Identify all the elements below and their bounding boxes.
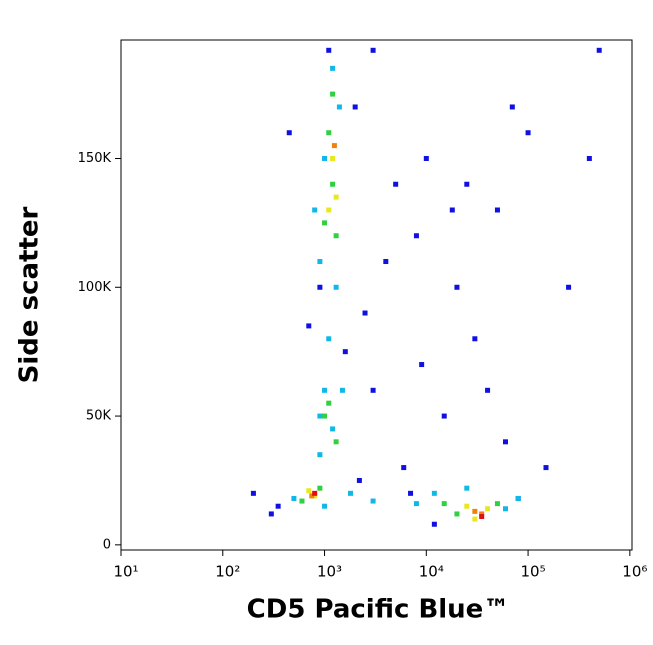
point bbox=[479, 511, 485, 517]
point bbox=[472, 336, 478, 342]
point bbox=[250, 490, 256, 496]
point bbox=[413, 233, 419, 239]
point bbox=[336, 104, 342, 110]
point bbox=[286, 130, 292, 136]
point bbox=[464, 181, 470, 187]
point bbox=[413, 501, 419, 507]
point bbox=[383, 259, 389, 265]
point bbox=[485, 506, 491, 512]
point bbox=[312, 493, 318, 499]
x-tick-label: 10³ bbox=[317, 563, 342, 581]
point bbox=[370, 387, 376, 393]
point bbox=[275, 503, 281, 509]
point bbox=[299, 498, 305, 504]
point bbox=[431, 490, 437, 496]
point bbox=[330, 426, 336, 432]
y-tick-label: 0 bbox=[103, 537, 111, 552]
x-tick-label: 10⁴ bbox=[419, 563, 444, 581]
point bbox=[485, 387, 491, 393]
point bbox=[330, 65, 336, 71]
point bbox=[322, 220, 328, 226]
x-axis-label: CD5 Pacific Blue™ bbox=[247, 595, 510, 625]
point bbox=[596, 47, 602, 53]
point bbox=[306, 488, 312, 494]
point bbox=[326, 47, 332, 53]
point bbox=[419, 362, 425, 368]
point bbox=[408, 490, 414, 496]
point bbox=[317, 259, 323, 265]
point bbox=[586, 155, 592, 161]
point bbox=[312, 207, 318, 213]
point bbox=[370, 47, 376, 53]
point bbox=[423, 155, 429, 161]
point bbox=[509, 104, 515, 110]
point bbox=[472, 508, 478, 514]
point bbox=[333, 439, 339, 445]
point bbox=[291, 495, 297, 501]
point bbox=[356, 477, 362, 483]
y-axis-label: Side scatter bbox=[15, 206, 45, 383]
point bbox=[339, 387, 345, 393]
point bbox=[317, 485, 323, 491]
point bbox=[494, 207, 500, 213]
point bbox=[330, 91, 336, 97]
y-tick-label: 150K bbox=[78, 151, 112, 166]
point bbox=[326, 130, 332, 136]
point bbox=[333, 284, 339, 290]
point bbox=[306, 323, 312, 329]
plot-frame bbox=[120, 39, 633, 551]
point bbox=[348, 490, 354, 496]
point bbox=[330, 155, 336, 161]
point bbox=[454, 284, 460, 290]
point bbox=[326, 336, 332, 342]
point bbox=[515, 495, 521, 501]
point bbox=[326, 400, 332, 406]
y-tick-label: 100K bbox=[78, 280, 112, 295]
point bbox=[331, 143, 337, 149]
point bbox=[322, 155, 328, 161]
point bbox=[441, 501, 447, 507]
point bbox=[333, 233, 339, 239]
x-tick-label: 10⁵ bbox=[521, 563, 546, 581]
x-tick-label: 10¹ bbox=[113, 563, 138, 581]
point bbox=[393, 181, 399, 187]
point bbox=[312, 490, 318, 496]
y-tick-label: 50K bbox=[86, 409, 112, 424]
point bbox=[449, 207, 455, 213]
point bbox=[431, 521, 437, 527]
point bbox=[317, 413, 323, 419]
point bbox=[464, 503, 470, 509]
point bbox=[330, 181, 336, 187]
point bbox=[317, 452, 323, 458]
point bbox=[525, 130, 531, 136]
point bbox=[322, 503, 328, 509]
point bbox=[333, 194, 339, 200]
point bbox=[362, 310, 368, 316]
point bbox=[566, 284, 572, 290]
point bbox=[454, 511, 460, 517]
point bbox=[502, 506, 508, 512]
point bbox=[464, 485, 470, 491]
point bbox=[479, 514, 485, 520]
point bbox=[472, 516, 478, 522]
point bbox=[326, 207, 332, 213]
point bbox=[309, 493, 315, 499]
point bbox=[494, 501, 500, 507]
point bbox=[352, 104, 358, 110]
point bbox=[543, 465, 549, 471]
point bbox=[317, 284, 323, 290]
point bbox=[342, 349, 348, 355]
point bbox=[268, 511, 274, 517]
point bbox=[322, 413, 328, 419]
point bbox=[322, 387, 328, 393]
point bbox=[370, 498, 376, 504]
x-tick-label: 10² bbox=[215, 563, 240, 581]
point bbox=[401, 465, 407, 471]
x-tick-label: 10⁶ bbox=[622, 563, 647, 581]
point bbox=[441, 413, 447, 419]
point bbox=[502, 439, 508, 445]
